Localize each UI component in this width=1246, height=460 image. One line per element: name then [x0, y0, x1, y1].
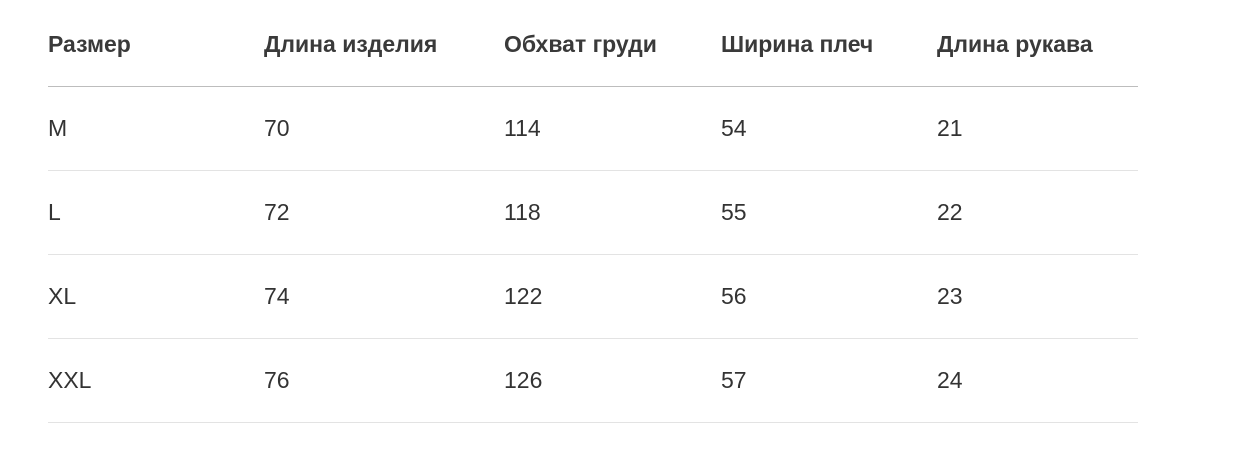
cell-length: 72	[264, 170, 504, 255]
cell-sleeve: 22	[937, 170, 1138, 255]
header-sleeve: Длина рукава	[937, 0, 1138, 87]
cell-size: XXL	[48, 338, 264, 423]
table-row: L 72 118 55 22	[48, 170, 1138, 255]
header-length: Длина изделия	[264, 0, 504, 87]
cell-shoulders: 56	[721, 254, 937, 339]
header-size: Размер	[48, 0, 264, 87]
header-chest: Обхват груди	[504, 0, 721, 87]
cell-length: 70	[264, 86, 504, 171]
table-row: XXL 76 126 57 24	[48, 338, 1138, 423]
cell-sleeve: 23	[937, 254, 1138, 339]
cell-shoulders: 57	[721, 338, 937, 423]
cell-chest: 126	[504, 338, 721, 423]
cell-chest: 122	[504, 254, 721, 339]
cell-sleeve: 21	[937, 86, 1138, 171]
table-row: M 70 114 54 21	[48, 86, 1138, 171]
cell-chest: 114	[504, 86, 721, 171]
header-shoulders: Ширина плеч	[721, 0, 937, 87]
cell-size: M	[48, 86, 264, 171]
table-row: XL 74 122 56 23	[48, 254, 1138, 339]
cell-chest: 118	[504, 170, 721, 255]
cell-sleeve: 24	[937, 338, 1138, 423]
cell-size: XL	[48, 254, 264, 339]
cell-shoulders: 54	[721, 86, 937, 171]
cell-shoulders: 55	[721, 170, 937, 255]
cell-length: 76	[264, 338, 504, 423]
cell-size: L	[48, 170, 264, 255]
size-chart-table: Размер Длина изделия Обхват груди Ширина…	[48, 0, 1138, 423]
table-header-row: Размер Длина изделия Обхват груди Ширина…	[48, 0, 1138, 87]
cell-length: 74	[264, 254, 504, 339]
